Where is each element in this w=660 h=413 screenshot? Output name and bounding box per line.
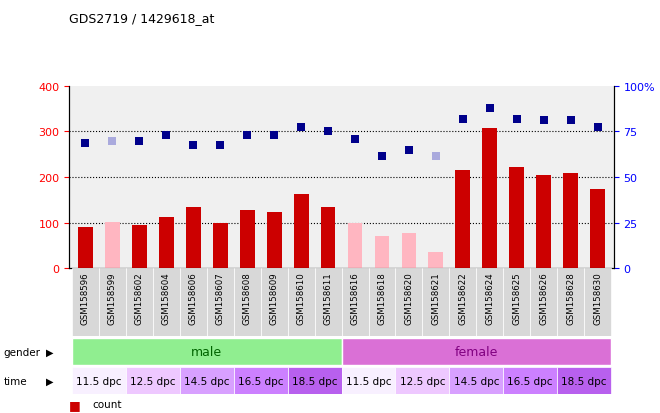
Bar bbox=[159, 218, 174, 268]
Bar bbox=[72, 339, 342, 366]
Bar bbox=[78, 228, 93, 268]
Bar bbox=[342, 368, 395, 394]
Text: GSM158610: GSM158610 bbox=[296, 272, 306, 325]
Bar bbox=[72, 368, 126, 394]
Bar bbox=[368, 268, 395, 337]
Bar bbox=[288, 268, 315, 337]
Bar bbox=[153, 268, 180, 337]
Text: GSM158622: GSM158622 bbox=[458, 272, 467, 325]
Bar bbox=[504, 368, 557, 394]
Bar bbox=[267, 212, 282, 268]
Text: count: count bbox=[92, 399, 122, 408]
Bar bbox=[99, 268, 126, 337]
Text: 14.5 dpc: 14.5 dpc bbox=[453, 376, 499, 386]
Bar bbox=[563, 174, 578, 268]
Bar bbox=[126, 368, 180, 394]
Text: 16.5 dpc: 16.5 dpc bbox=[508, 376, 553, 386]
Bar bbox=[126, 268, 153, 337]
Text: GSM158607: GSM158607 bbox=[216, 272, 225, 325]
Bar bbox=[132, 225, 147, 268]
Bar bbox=[477, 268, 504, 337]
Bar bbox=[261, 268, 288, 337]
Text: GSM158626: GSM158626 bbox=[539, 272, 548, 325]
Bar bbox=[315, 268, 342, 337]
Bar bbox=[375, 237, 389, 268]
Bar bbox=[428, 252, 444, 268]
Bar bbox=[207, 268, 234, 337]
Text: GSM158604: GSM158604 bbox=[162, 272, 171, 325]
Bar bbox=[105, 222, 120, 268]
Text: 11.5 dpc: 11.5 dpc bbox=[76, 376, 121, 386]
Text: GSM158618: GSM158618 bbox=[378, 272, 387, 325]
Text: 12.5 dpc: 12.5 dpc bbox=[400, 376, 445, 386]
Bar bbox=[321, 207, 335, 268]
Text: GSM158602: GSM158602 bbox=[135, 272, 144, 325]
Text: GSM158616: GSM158616 bbox=[350, 272, 360, 325]
Bar bbox=[455, 171, 471, 268]
Bar bbox=[395, 368, 449, 394]
Text: GSM158599: GSM158599 bbox=[108, 272, 117, 324]
Bar bbox=[530, 268, 557, 337]
Text: 18.5 dpc: 18.5 dpc bbox=[562, 376, 607, 386]
Bar bbox=[180, 268, 207, 337]
Text: GSM158625: GSM158625 bbox=[512, 272, 521, 325]
Bar bbox=[510, 168, 524, 268]
Bar bbox=[557, 268, 584, 337]
Bar bbox=[288, 368, 342, 394]
Bar bbox=[584, 268, 611, 337]
Text: 14.5 dpc: 14.5 dpc bbox=[184, 376, 230, 386]
Text: 12.5 dpc: 12.5 dpc bbox=[130, 376, 176, 386]
Bar bbox=[180, 368, 234, 394]
Bar bbox=[342, 339, 611, 366]
Text: 18.5 dpc: 18.5 dpc bbox=[292, 376, 337, 386]
Text: time: time bbox=[3, 376, 27, 386]
Text: GDS2719 / 1429618_at: GDS2719 / 1429618_at bbox=[69, 12, 214, 25]
Bar bbox=[186, 207, 201, 268]
Bar bbox=[72, 268, 99, 337]
Bar bbox=[482, 129, 497, 268]
Bar bbox=[449, 268, 477, 337]
Bar bbox=[294, 195, 308, 268]
Text: GSM158611: GSM158611 bbox=[323, 272, 333, 325]
Bar bbox=[348, 223, 362, 268]
Bar bbox=[342, 268, 368, 337]
Text: GSM158609: GSM158609 bbox=[270, 272, 279, 324]
Text: ■: ■ bbox=[69, 399, 81, 411]
Bar bbox=[504, 268, 530, 337]
Text: GSM158620: GSM158620 bbox=[405, 272, 413, 325]
Bar bbox=[422, 268, 449, 337]
Text: GSM158606: GSM158606 bbox=[189, 272, 198, 325]
Text: ▶: ▶ bbox=[46, 347, 53, 357]
Text: GSM158608: GSM158608 bbox=[243, 272, 251, 325]
Text: gender: gender bbox=[3, 347, 40, 357]
Bar bbox=[537, 176, 551, 268]
Text: GSM158630: GSM158630 bbox=[593, 272, 602, 325]
Text: GSM158596: GSM158596 bbox=[81, 272, 90, 324]
Bar bbox=[449, 368, 504, 394]
Bar bbox=[234, 368, 288, 394]
Text: ▶: ▶ bbox=[46, 376, 53, 386]
Text: female: female bbox=[455, 346, 498, 358]
Bar bbox=[557, 368, 611, 394]
Bar bbox=[395, 268, 422, 337]
Text: GSM158624: GSM158624 bbox=[485, 272, 494, 325]
Bar bbox=[240, 211, 255, 268]
Bar bbox=[234, 268, 261, 337]
Text: GSM158621: GSM158621 bbox=[432, 272, 440, 325]
Text: 16.5 dpc: 16.5 dpc bbox=[238, 376, 283, 386]
Text: male: male bbox=[191, 346, 222, 358]
Bar bbox=[590, 190, 605, 268]
Bar bbox=[401, 234, 416, 268]
Text: 11.5 dpc: 11.5 dpc bbox=[346, 376, 391, 386]
Text: GSM158628: GSM158628 bbox=[566, 272, 575, 325]
Bar bbox=[213, 223, 228, 268]
